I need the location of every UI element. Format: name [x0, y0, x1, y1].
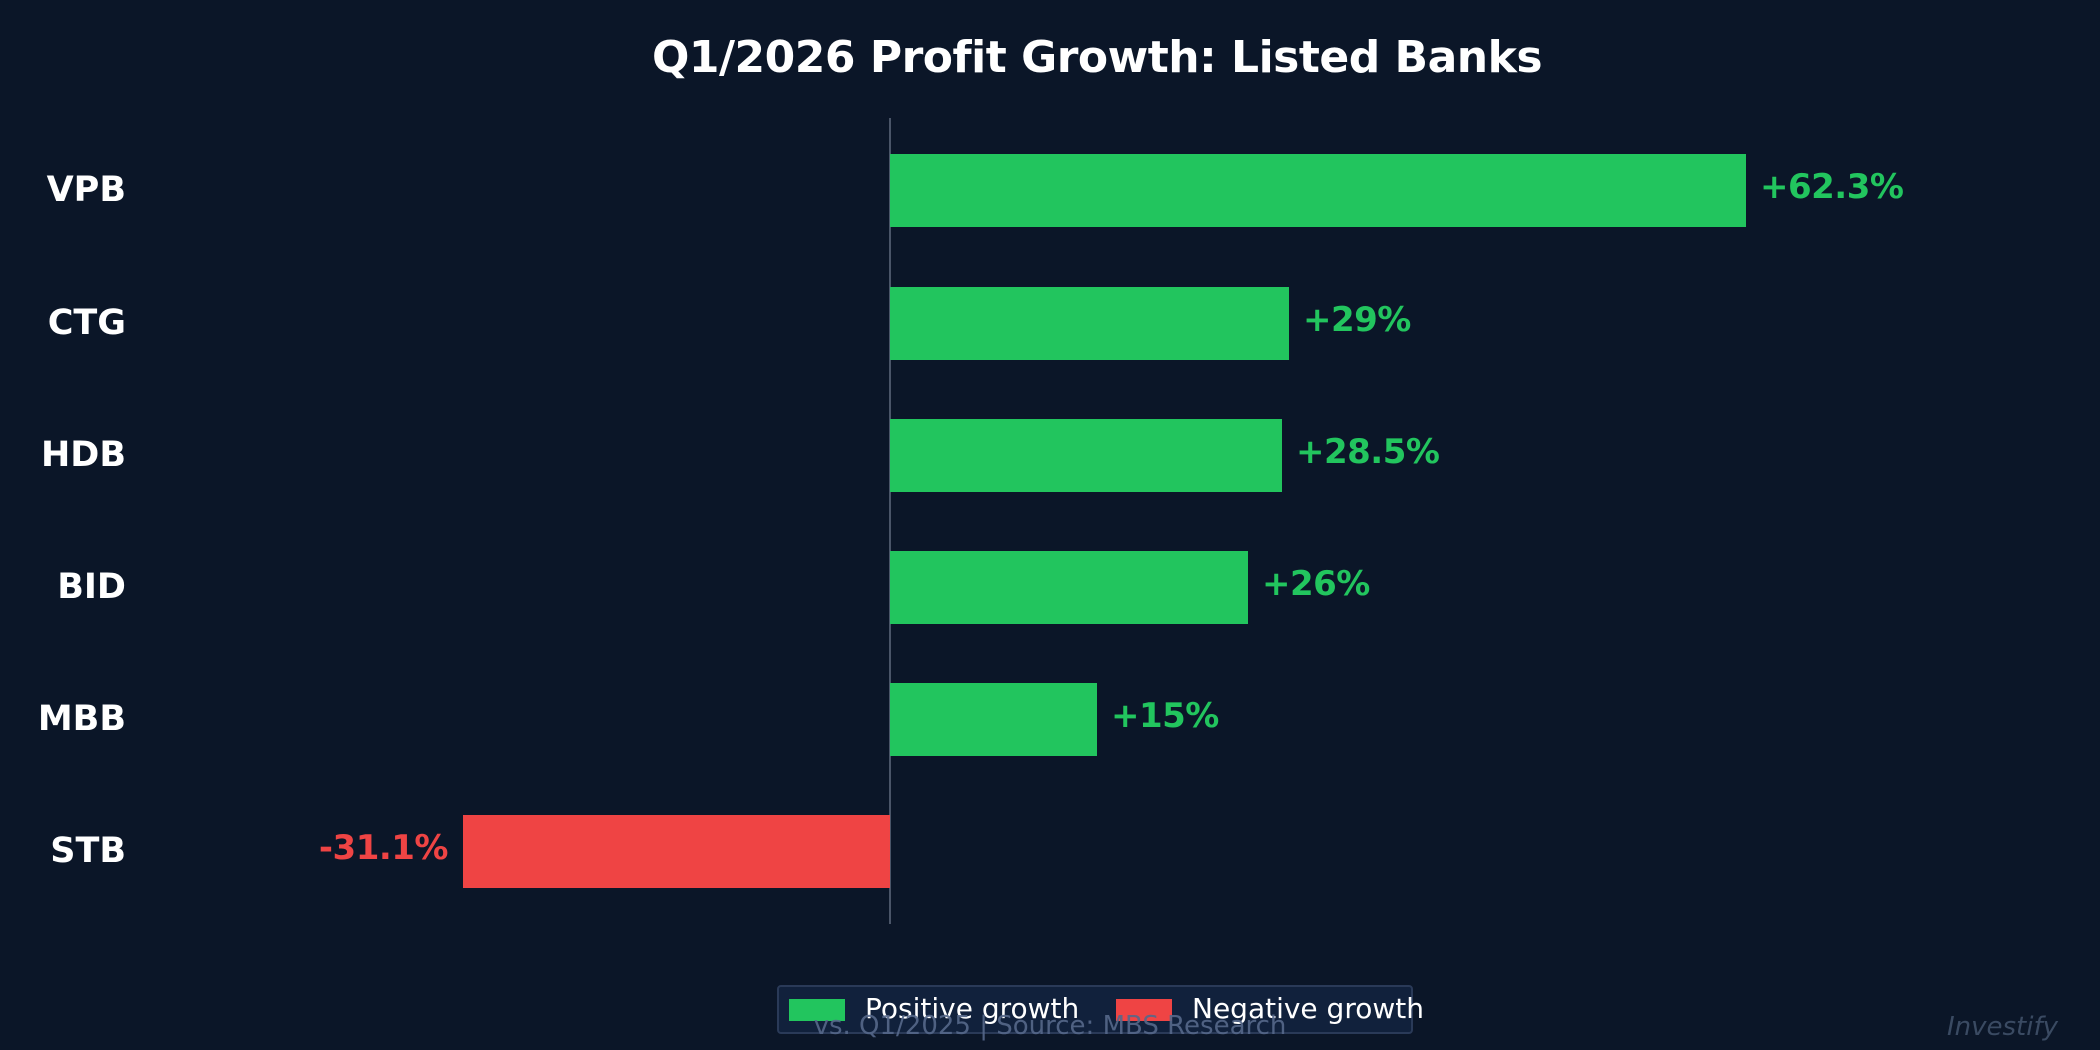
chart-legend: Positive growth Negative growth: [777, 985, 1424, 1034]
value-label-mbb: +15%: [1111, 696, 1219, 736]
bar-ctg: [890, 287, 1289, 360]
value-label-ctg: +29%: [1303, 300, 1411, 340]
watermark-logo: Investify: [1946, 1012, 2058, 1042]
value-label-stb: -31.1%: [318, 828, 449, 868]
chart-title: Q1/2026 Profit Growth: Listed Banks: [651, 32, 1543, 83]
category-label-stb: STB: [50, 831, 126, 871]
legend-swatch-negative: [1116, 999, 1172, 1021]
category-label-mbb: MBB: [37, 699, 126, 739]
source-footnote: vs. Q1/2025 | Source: MBS Research: [813, 1011, 1287, 1041]
value-label-vpb: +62.3%: [1760, 167, 1904, 207]
bar-bid: [890, 551, 1248, 624]
value-label-hdb: +28.5%: [1296, 432, 1440, 472]
legend-label-negative: Negative growth: [1192, 992, 1424, 1025]
legend-swatch-positive: [789, 999, 845, 1021]
bar-vpb: [890, 154, 1746, 227]
bar-hdb: [890, 419, 1282, 492]
category-label-vpb: VPB: [46, 170, 126, 210]
value-label-bid: +26%: [1262, 564, 1370, 604]
legend-label-positive: Positive growth: [865, 992, 1080, 1025]
bar-mbb: [890, 683, 1097, 756]
category-label-bid: BID: [57, 567, 126, 607]
bar-stb: [463, 815, 890, 888]
category-label-ctg: CTG: [47, 303, 126, 343]
zero-axis-line: [889, 118, 891, 924]
category-label-hdb: HDB: [40, 435, 126, 475]
